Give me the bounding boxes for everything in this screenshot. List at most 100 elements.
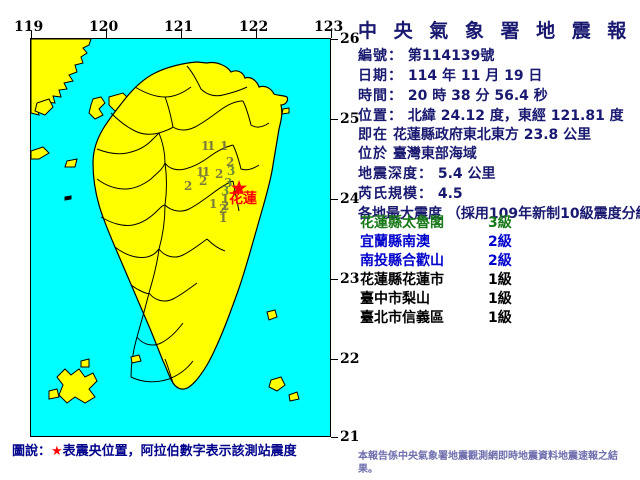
table-row: 花蓮縣花蓮市 1級 (360, 269, 630, 288)
taiwan-map-svg (31, 39, 300, 404)
table-row: 宜蘭縣南澳 2級 (360, 231, 630, 250)
report-line-relative: 即在 花蓮縣政府東北東方 23.8 公里 (358, 127, 591, 144)
station-intensity: 1 (202, 165, 211, 179)
small-islet-b (64, 195, 72, 201)
table-row: 南投縣合歡山 2級 (360, 250, 630, 269)
value-depth: 5.4 公里 (437, 166, 496, 182)
lon-tick-121 (181, 31, 182, 38)
value-date: 114 年 11 月 19 日 (407, 68, 543, 84)
label-relative: 即在 (358, 127, 388, 143)
label-depth: 地震深度： (358, 166, 433, 182)
lat-tick-label-23: 23 (340, 271, 360, 287)
penghu-islands (56, 368, 98, 404)
intensity-place: 南投縣合歡山 (360, 253, 444, 269)
green-island (266, 309, 278, 321)
hualien-city-label: 花蓮 (229, 191, 257, 207)
guishan-island (281, 107, 290, 115)
intensity-place: 臺中市梨山 (360, 291, 430, 307)
lon-tick-120 (106, 31, 107, 38)
report-line-magnitude: 芮氏規模： 4.5 (358, 186, 463, 203)
station-intensity: 2 (219, 202, 228, 216)
intensity-place: 花蓮縣太魯閣 (360, 215, 444, 231)
report-line-region: 位於 臺灣東部海域 (358, 146, 477, 163)
table-row: 花蓮縣太魯閣 3級 (360, 212, 630, 231)
caption-text: 表震央位置，阿拉伯數字表示該測站震度 (62, 444, 297, 459)
label-time: 時間： (358, 88, 403, 104)
label-region: 位於 (358, 146, 388, 162)
station-intensity: 1 (209, 197, 218, 211)
orchid-island (268, 376, 286, 392)
table-row: 臺北市信義區 1級 (360, 307, 630, 326)
label-date: 日期： (358, 68, 403, 84)
report-footnote: 本報告係中央氣象署地震觀測網即時地震資料地震速報之結果。 (358, 451, 618, 475)
intensity-table: 花蓮縣太魯閣 3級 宜蘭縣南澳 2級 南投縣合歡山 2級 花蓮縣花蓮市 1級 臺… (360, 212, 630, 326)
value-id: 第114139號 (407, 48, 495, 64)
lon-tick-123 (331, 31, 332, 38)
value-region: 臺灣東部海域 (392, 146, 477, 162)
lat-tick-25 (331, 119, 338, 120)
intensity-place: 臺北市信義區 (360, 310, 444, 326)
table-row: 臺中市梨山 1級 (360, 288, 630, 307)
station-intensity: 3 (224, 176, 233, 190)
label-id: 編號： (358, 48, 403, 64)
taiwan-island (92, 61, 289, 390)
epicenter-star-icon: ★ (229, 176, 249, 200)
value-location: 北緯 24.12 度，東經 121.81 度 (407, 108, 624, 124)
station-intensity: 1 (196, 165, 205, 179)
lon-tick-122 (256, 31, 257, 38)
station-intensity: 1 (201, 139, 210, 153)
kinmen-island (31, 146, 50, 160)
lon-tick-label-123: 123 (314, 19, 344, 35)
report-line-depth: 地震深度： 5.4 公里 (358, 166, 496, 183)
lat-tick-26 (331, 39, 338, 40)
intensity-place: 宜蘭縣南澳 (360, 234, 430, 250)
lat-tick-label-21: 21 (340, 429, 360, 445)
station-intensity: 2 (221, 199, 230, 213)
lon-tick-119 (31, 31, 32, 38)
map-panel: 119 120 121 122 123 26 25 24 23 22 21 (12, 19, 359, 459)
station-intensity: 1 (207, 139, 216, 153)
penghu-islet-3 (80, 358, 90, 368)
map-canvas[interactable]: 1 1 1 2 3 1 1 2 2 3 2 3 1 2 1 2 1 (30, 38, 331, 437)
lon-tick-label-121: 121 (164, 19, 194, 35)
lat-tick-22 (331, 359, 338, 360)
label-magnitude: 芮氏規模： (358, 186, 433, 202)
label-location: 位置： (358, 108, 403, 124)
lon-tick-label-119: 119 (14, 19, 44, 35)
station-intensity: 3 (221, 184, 230, 198)
caption-prefix: 圖說： (12, 444, 52, 459)
station-intensity: 2 (215, 167, 224, 181)
caption-star-icon: ★ (51, 444, 63, 459)
lat-tick-label-26: 26 (340, 31, 360, 47)
intensity-level: 2級 (488, 234, 512, 250)
intensity-level: 1級 (488, 310, 512, 326)
station-intensity: 1 (220, 139, 229, 153)
page-title: 中 央 氣 象 署 地 震 報 告 (358, 20, 640, 42)
station-intensity: 2 (184, 179, 193, 193)
intensity-level: 1級 (488, 272, 512, 288)
report-line-id: 編號： 第114139號 (358, 48, 494, 65)
station-intensity: 1 (219, 211, 228, 225)
penghu-islet-2 (48, 388, 60, 400)
lat-tick-21 (331, 437, 338, 438)
county-boundaries (96, 65, 270, 384)
value-relative: 花蓮縣政府東北東方 23.8 公里 (392, 127, 592, 143)
lat-tick-24 (331, 199, 338, 200)
station-intensity: 2 (199, 174, 208, 188)
matsu-islands (88, 96, 106, 120)
value-magnitude: 4.5 (437, 186, 463, 202)
hsiaoliuchiu-islet (130, 354, 142, 364)
lesser-orchid-islet (288, 391, 300, 402)
intensity-level: 1級 (488, 291, 512, 307)
report-line-time: 時間： 20 時 38 分 56.4 秒 (358, 88, 548, 105)
matsu-islet-3 (34, 98, 54, 116)
lon-tick-label-120: 120 (89, 19, 119, 35)
intensity-level: 2級 (488, 253, 512, 269)
station-intensity: 2 (226, 155, 235, 169)
lat-tick-23 (331, 279, 338, 280)
lat-tick-label-25: 25 (340, 111, 360, 127)
lat-tick-label-22: 22 (340, 351, 360, 367)
intensity-place: 花蓮縣花蓮市 (360, 272, 444, 288)
lon-tick-label-122: 122 (239, 19, 269, 35)
